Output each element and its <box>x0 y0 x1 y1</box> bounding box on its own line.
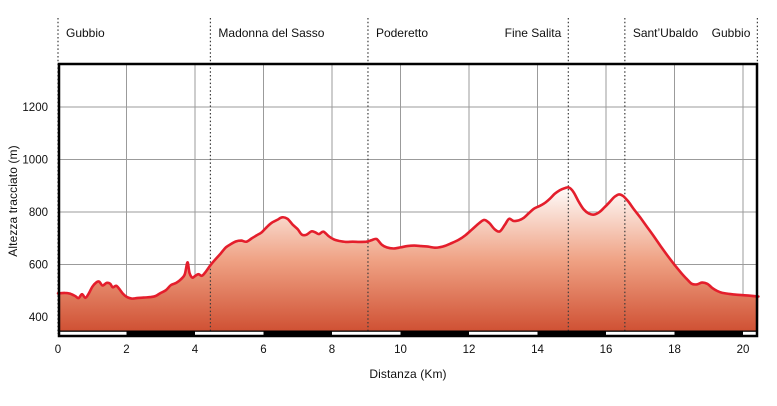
km-bar-white-segment <box>469 331 538 336</box>
waypoint-label: Poderetto <box>376 26 428 40</box>
waypoint-label: Sant’Ubaldo <box>633 26 699 40</box>
waypoint-label: Gubbio <box>66 26 105 40</box>
x-tick-label: 10 <box>394 344 407 356</box>
x-tick-label: 12 <box>463 344 476 356</box>
km-bar-white-segment <box>606 331 675 336</box>
x-tick-label: 0 <box>55 344 61 356</box>
waypoint-label: Fine Salita <box>505 26 562 40</box>
x-tick-label: 8 <box>329 344 335 356</box>
plot-frame <box>57 62 759 338</box>
km-bar-black <box>58 330 758 337</box>
km-scale-bar <box>58 330 759 337</box>
x-tick-labels: 0 2 4 6 8 10 12 14 16 18 20 <box>55 344 750 356</box>
waypoint-label: Gubbio <box>712 26 751 40</box>
x-tick-label: 20 <box>737 344 750 356</box>
x-tick-label: 16 <box>600 344 613 356</box>
y-tick-label: 1000 <box>22 155 48 167</box>
y-tick-label: 600 <box>29 260 48 272</box>
x-tick-label: 18 <box>668 344 681 356</box>
y-tick-label: 800 <box>29 207 48 219</box>
elevation-line <box>56 186 760 300</box>
x-tick-label: 2 <box>123 344 129 356</box>
x-tick-label: 14 <box>531 344 544 356</box>
elevation-area <box>58 187 759 335</box>
waypoint-label: Madonna del Sasso <box>218 26 324 40</box>
x-tick-label: 4 <box>192 344 199 356</box>
y-tick-label: 400 <box>29 312 48 324</box>
x-tick-label: 6 <box>260 344 266 356</box>
y-axis-title: Altezza tracciato (m) <box>6 145 20 257</box>
km-bar-white-segment <box>332 331 401 336</box>
km-bar-white-segment <box>58 331 127 336</box>
waypoint-labels: Gubbio Madonna del Sasso Poderetto Fine Sal… <box>66 26 751 40</box>
km-bar-white-segment <box>743 331 759 336</box>
y-tick-label: 1200 <box>22 102 48 114</box>
km-bar-white-segment <box>195 331 264 336</box>
x-axis-title: Distanza (Km) <box>369 367 447 381</box>
y-tick-labels: 400 600 800 1000 1200 <box>22 102 48 324</box>
